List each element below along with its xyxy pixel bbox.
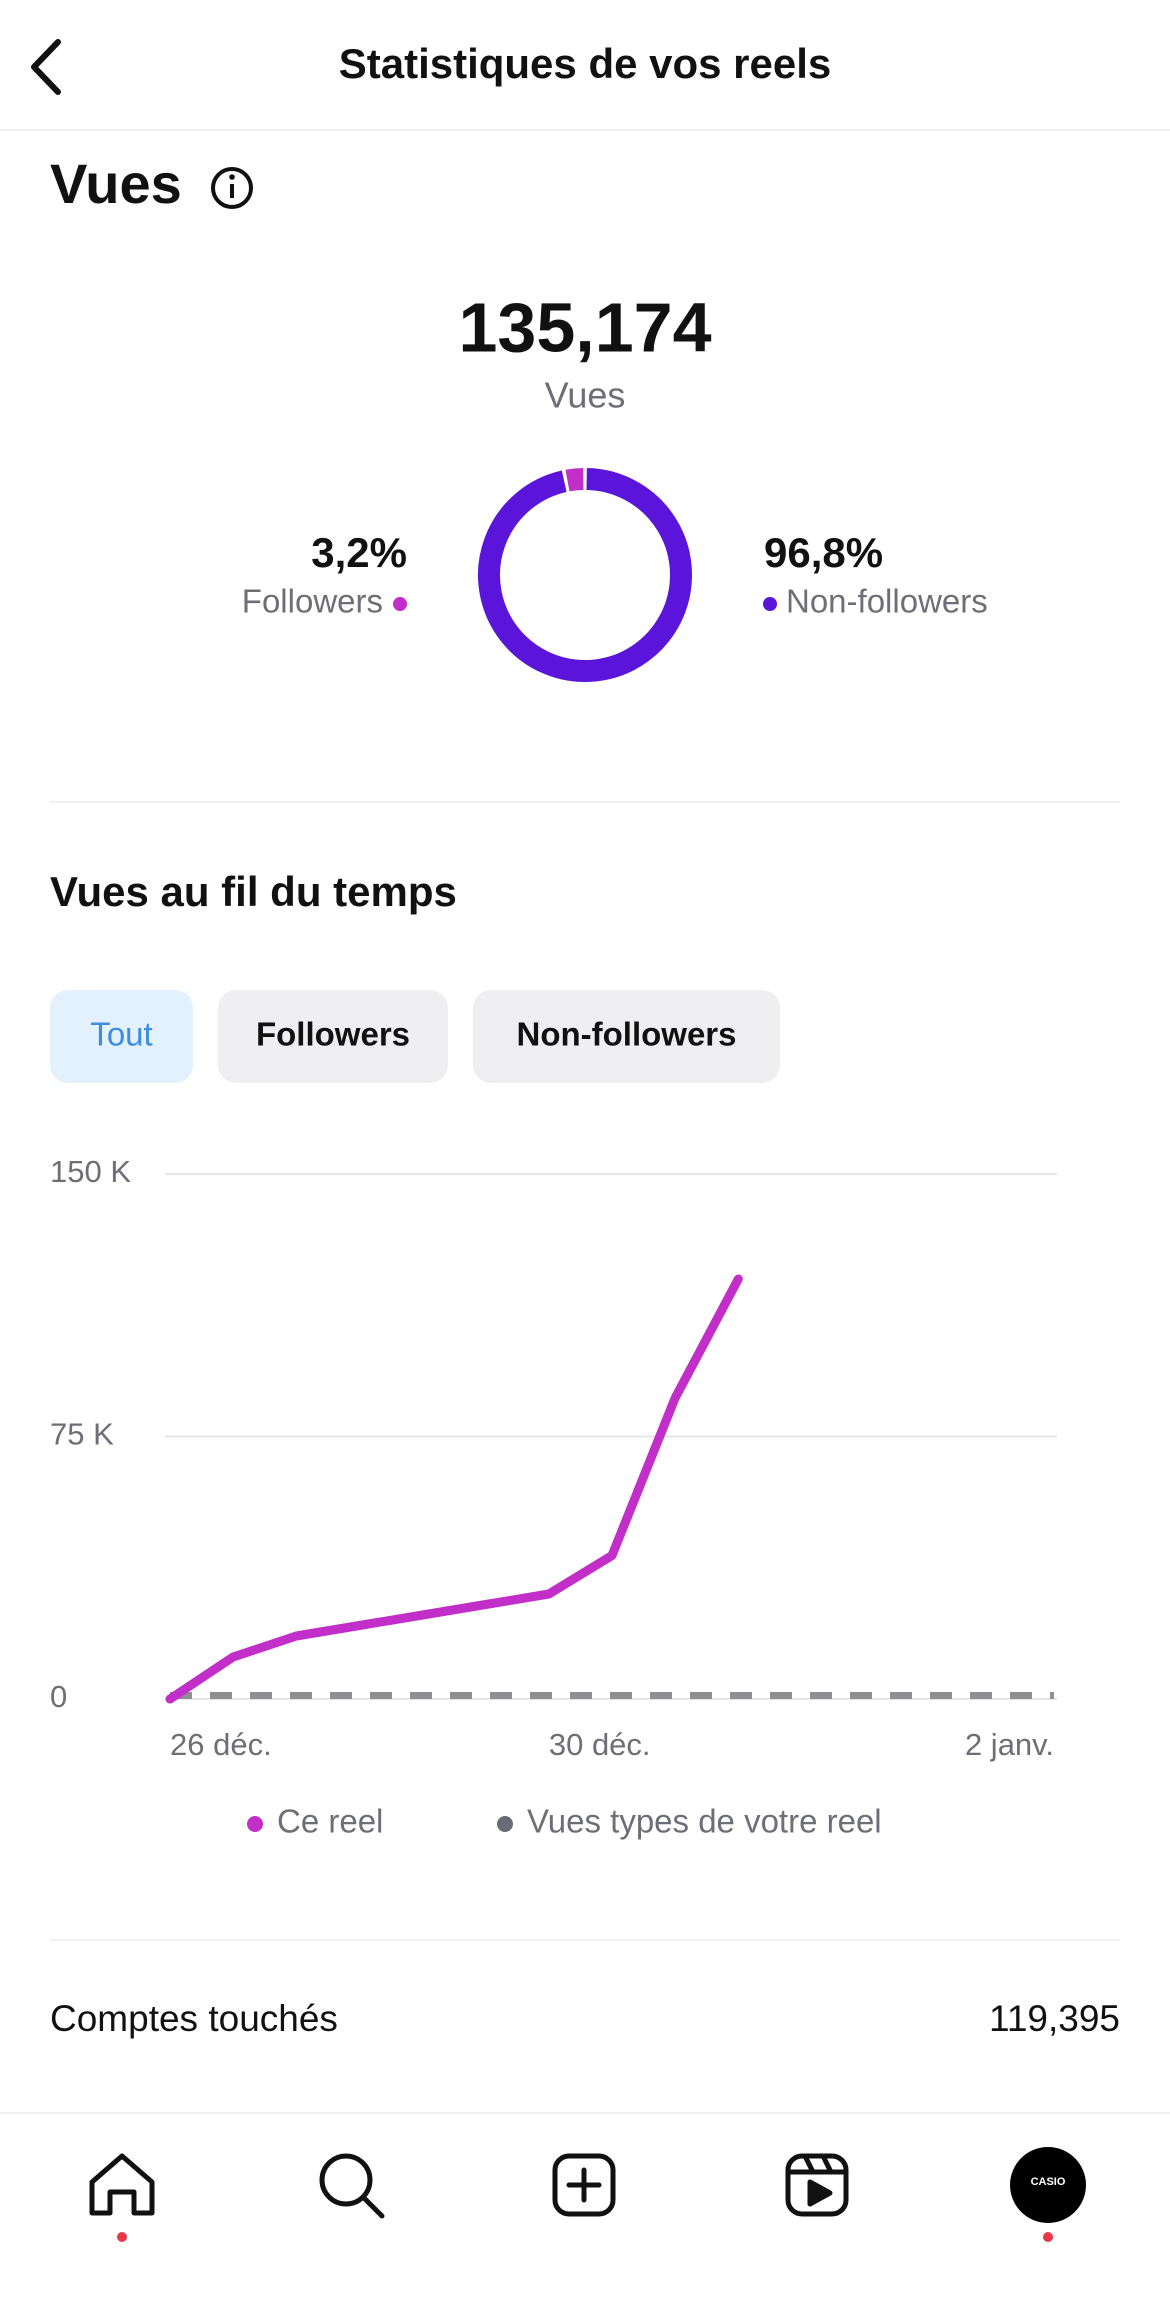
legend-label: Vues types de votre reel (527, 1803, 882, 1840)
nav-reels[interactable] (785, 2153, 849, 2217)
x-tick-label: 2 janv. (965, 1727, 1054, 1762)
donut-slice (478, 468, 692, 682)
y-tick-label: 150 K (50, 1154, 131, 1189)
line-chart: 0 75 K 150 K 26 déc. 30 déc. 2 janv. Ce reel Vu… (50, 1154, 1057, 1840)
pie-value-label: 96,8% (764, 529, 883, 576)
total-views: 135,174 (458, 288, 711, 366)
pie-value-label: 3,2% (311, 529, 407, 576)
tab-label: Followers (256, 1016, 410, 1053)
y-tick-label: 0 (50, 1679, 67, 1714)
header-title: Statistiques de vos reels (339, 40, 832, 87)
legend-dot (393, 597, 407, 611)
tab[interactable] (50, 990, 193, 1083)
nav-home[interactable] (89, 2153, 155, 2216)
series-line (165, 1274, 743, 1704)
nav-badge (1043, 2232, 1053, 2242)
tab[interactable] (218, 990, 448, 1083)
metric-label: Comptes touchés (50, 1998, 338, 2039)
total-label: Vues (545, 375, 626, 416)
tab[interactable] (473, 990, 780, 1083)
nav-create[interactable] (552, 2153, 616, 2217)
section-title: Vues (50, 152, 182, 215)
legend-dot (247, 1816, 263, 1832)
legend-dot (497, 1816, 513, 1832)
y-tick-label: 75 K (50, 1417, 114, 1452)
tab-label: Non-followers (517, 1016, 737, 1053)
legend-label: Followers (242, 583, 383, 620)
tab-label: Tout (90, 1016, 152, 1053)
legend-dot (763, 597, 777, 611)
profile-label: CASIO (1031, 2176, 1066, 2188)
x-tick-label: 26 déc. (170, 1727, 272, 1762)
metric-value: 119,395 (989, 1998, 1120, 2039)
nav-badge (117, 2232, 127, 2242)
chart-title: Vues au fil du temps (50, 868, 457, 915)
donut-chart: 3,2% Followers 96,8% Non-followers (242, 468, 988, 682)
info-icon[interactable] (211, 167, 253, 209)
donut-slice (565, 468, 584, 492)
tabs: Tout Followers Non-followers (50, 990, 780, 1083)
nav-profile[interactable]: CASIO (1010, 2147, 1086, 2223)
x-tick-label: 30 déc. (549, 1727, 651, 1762)
legend-label: Ce reel (277, 1803, 383, 1840)
back-button[interactable] (31, 39, 61, 95)
nav-search[interactable] (319, 2153, 385, 2219)
legend-label: Non-followers (786, 583, 988, 620)
